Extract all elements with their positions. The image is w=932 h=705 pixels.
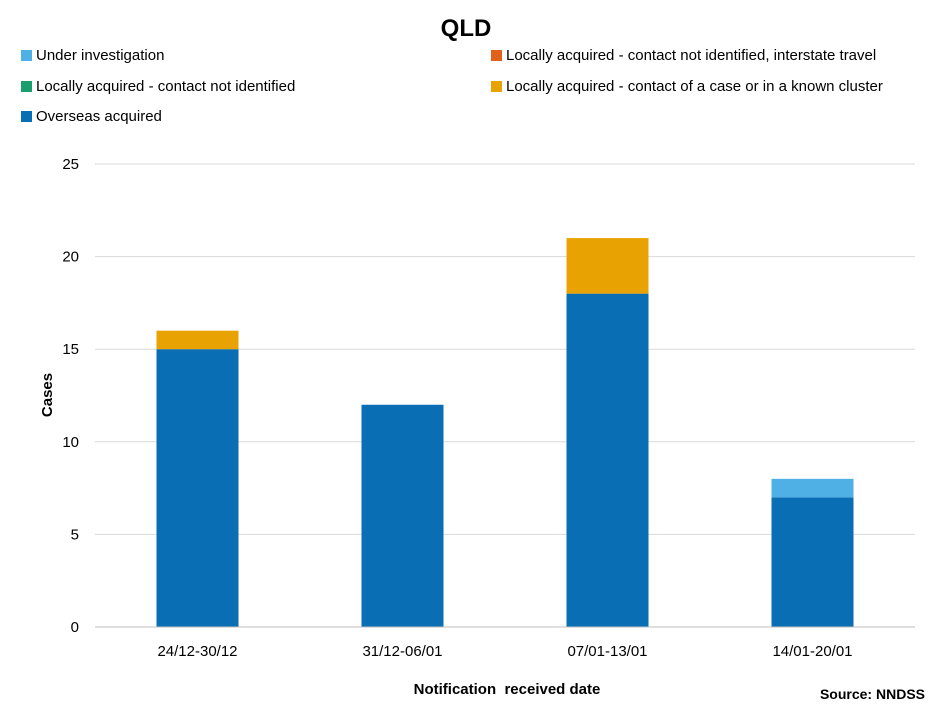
bar-locally-acquired-contact-of-a-case-or-in-a-known-cluster (156, 330, 239, 350)
legend-item: Locally acquired - contact not identifie… (491, 47, 876, 64)
legend-item: Overseas acquired (21, 108, 162, 125)
legend-swatch (21, 81, 32, 92)
x-axis-ticks: 24/12-30/12 31/12-06/01 07/01-13/01 14/01-2… (157, 643, 852, 660)
bar-overseas-acquired (361, 404, 444, 627)
legend-label: Locally acquired - contact not identifie… (506, 47, 876, 64)
legend-swatch (21, 50, 32, 61)
x-tick-label: 31/12-06/01 (362, 643, 442, 660)
y-tick-label: 5 (71, 526, 79, 543)
legend-label: Under investigation (36, 47, 164, 64)
bar-overseas-acquired (771, 497, 854, 627)
chart-title: QLD (441, 15, 492, 42)
bar-overseas-acquired (156, 349, 239, 627)
x-tick-label: 24/12-30/12 (157, 643, 237, 660)
y-tick-label: 0 (71, 619, 79, 636)
legend-label: Locally acquired - contact not identifie… (36, 78, 295, 95)
legend-swatch (21, 111, 32, 122)
bar-locally-acquired-contact-of-a-case-or-in-a-known-cluster (566, 238, 649, 294)
legend-swatch (491, 50, 502, 61)
legend-label: Locally acquired - contact of a case or … (506, 78, 883, 95)
x-axis-label: Notification received date (414, 681, 601, 698)
legend-item: Under investigation (21, 47, 164, 64)
bar-under-investigation (771, 478, 854, 498)
y-axis-label: Cases (39, 373, 56, 417)
y-axis-ticks: 0 5 10 15 20 25 (62, 156, 79, 636)
source-note: Source: NNDSS (820, 686, 925, 702)
legend-swatch (491, 81, 502, 92)
y-tick-label: 20 (62, 249, 79, 266)
x-tick-label: 14/01-20/01 (772, 643, 852, 660)
legend-item: Locally acquired - contact not identifie… (21, 78, 295, 95)
bars (156, 238, 854, 627)
legend-item: Locally acquired - contact of a case or … (491, 78, 883, 95)
y-tick-label: 10 (62, 434, 79, 451)
y-tick-label: 15 (62, 341, 79, 358)
bar-overseas-acquired (566, 293, 649, 627)
legend-label: Overseas acquired (36, 108, 162, 125)
x-tick-label: 07/01-13/01 (567, 643, 647, 660)
legend: Under investigation Locally acquired - co… (21, 47, 883, 125)
y-tick-label: 25 (62, 156, 79, 173)
